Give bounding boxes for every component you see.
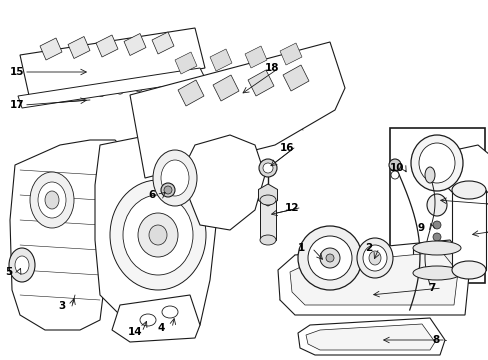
Text: 8: 8 xyxy=(431,335,438,345)
Ellipse shape xyxy=(426,194,446,216)
Ellipse shape xyxy=(368,251,380,265)
Bar xyxy=(389,128,484,283)
Ellipse shape xyxy=(451,181,485,199)
Ellipse shape xyxy=(110,180,205,290)
Ellipse shape xyxy=(45,191,59,209)
Polygon shape xyxy=(278,240,469,315)
Ellipse shape xyxy=(15,256,29,274)
Ellipse shape xyxy=(432,233,440,241)
Ellipse shape xyxy=(259,159,276,177)
Ellipse shape xyxy=(319,248,339,268)
Polygon shape xyxy=(444,145,488,200)
Ellipse shape xyxy=(9,248,35,282)
Ellipse shape xyxy=(325,254,333,262)
Polygon shape xyxy=(184,135,264,230)
Ellipse shape xyxy=(356,238,392,278)
Polygon shape xyxy=(175,52,197,74)
Text: 2: 2 xyxy=(364,243,371,253)
Polygon shape xyxy=(124,33,146,55)
Polygon shape xyxy=(18,68,205,108)
Polygon shape xyxy=(152,32,174,54)
Polygon shape xyxy=(112,295,200,342)
Ellipse shape xyxy=(260,235,275,245)
Text: 11: 11 xyxy=(487,225,488,235)
Ellipse shape xyxy=(390,171,398,179)
Bar xyxy=(451,190,485,270)
Polygon shape xyxy=(130,42,345,178)
Ellipse shape xyxy=(30,172,74,228)
Text: 17: 17 xyxy=(10,100,24,110)
Text: 13: 13 xyxy=(487,200,488,210)
Ellipse shape xyxy=(149,225,167,245)
Ellipse shape xyxy=(260,195,275,205)
Text: 10: 10 xyxy=(389,163,404,173)
Ellipse shape xyxy=(424,167,434,183)
Polygon shape xyxy=(244,46,266,68)
Text: 4: 4 xyxy=(158,323,165,333)
Ellipse shape xyxy=(362,245,386,271)
Polygon shape xyxy=(247,70,273,96)
Text: 6: 6 xyxy=(148,190,155,200)
Text: 7: 7 xyxy=(427,283,434,293)
Polygon shape xyxy=(40,38,62,60)
Text: 12: 12 xyxy=(285,203,299,213)
Polygon shape xyxy=(213,75,239,101)
Ellipse shape xyxy=(162,306,178,318)
Ellipse shape xyxy=(412,266,460,280)
Ellipse shape xyxy=(418,143,454,183)
Polygon shape xyxy=(178,80,203,106)
Ellipse shape xyxy=(263,163,272,173)
Ellipse shape xyxy=(153,150,197,206)
Polygon shape xyxy=(20,28,204,100)
Bar xyxy=(412,248,460,273)
Ellipse shape xyxy=(161,160,189,196)
Text: 3: 3 xyxy=(58,301,65,311)
Polygon shape xyxy=(305,324,434,350)
Text: 5: 5 xyxy=(5,267,12,277)
Text: 18: 18 xyxy=(264,63,279,73)
Polygon shape xyxy=(68,36,90,58)
Text: 16: 16 xyxy=(280,143,294,153)
Polygon shape xyxy=(96,35,118,57)
Ellipse shape xyxy=(432,245,440,253)
Text: 1: 1 xyxy=(297,243,305,253)
Polygon shape xyxy=(280,43,302,65)
Ellipse shape xyxy=(123,195,193,275)
Ellipse shape xyxy=(163,186,172,194)
Ellipse shape xyxy=(138,213,178,257)
Ellipse shape xyxy=(140,314,156,326)
Polygon shape xyxy=(209,49,231,71)
Polygon shape xyxy=(258,184,277,206)
Ellipse shape xyxy=(410,135,462,191)
Bar xyxy=(260,200,275,240)
Ellipse shape xyxy=(432,221,440,229)
Ellipse shape xyxy=(38,182,66,218)
Ellipse shape xyxy=(307,236,351,280)
Text: 15: 15 xyxy=(10,67,24,77)
Ellipse shape xyxy=(451,261,485,279)
Polygon shape xyxy=(95,130,220,330)
Polygon shape xyxy=(289,252,457,305)
Polygon shape xyxy=(283,65,308,91)
Ellipse shape xyxy=(161,183,175,197)
Ellipse shape xyxy=(412,241,460,255)
Ellipse shape xyxy=(297,226,361,290)
Text: 9: 9 xyxy=(417,223,424,233)
Ellipse shape xyxy=(388,159,400,171)
Polygon shape xyxy=(10,140,130,330)
Polygon shape xyxy=(297,318,444,355)
Text: 14: 14 xyxy=(128,327,142,337)
